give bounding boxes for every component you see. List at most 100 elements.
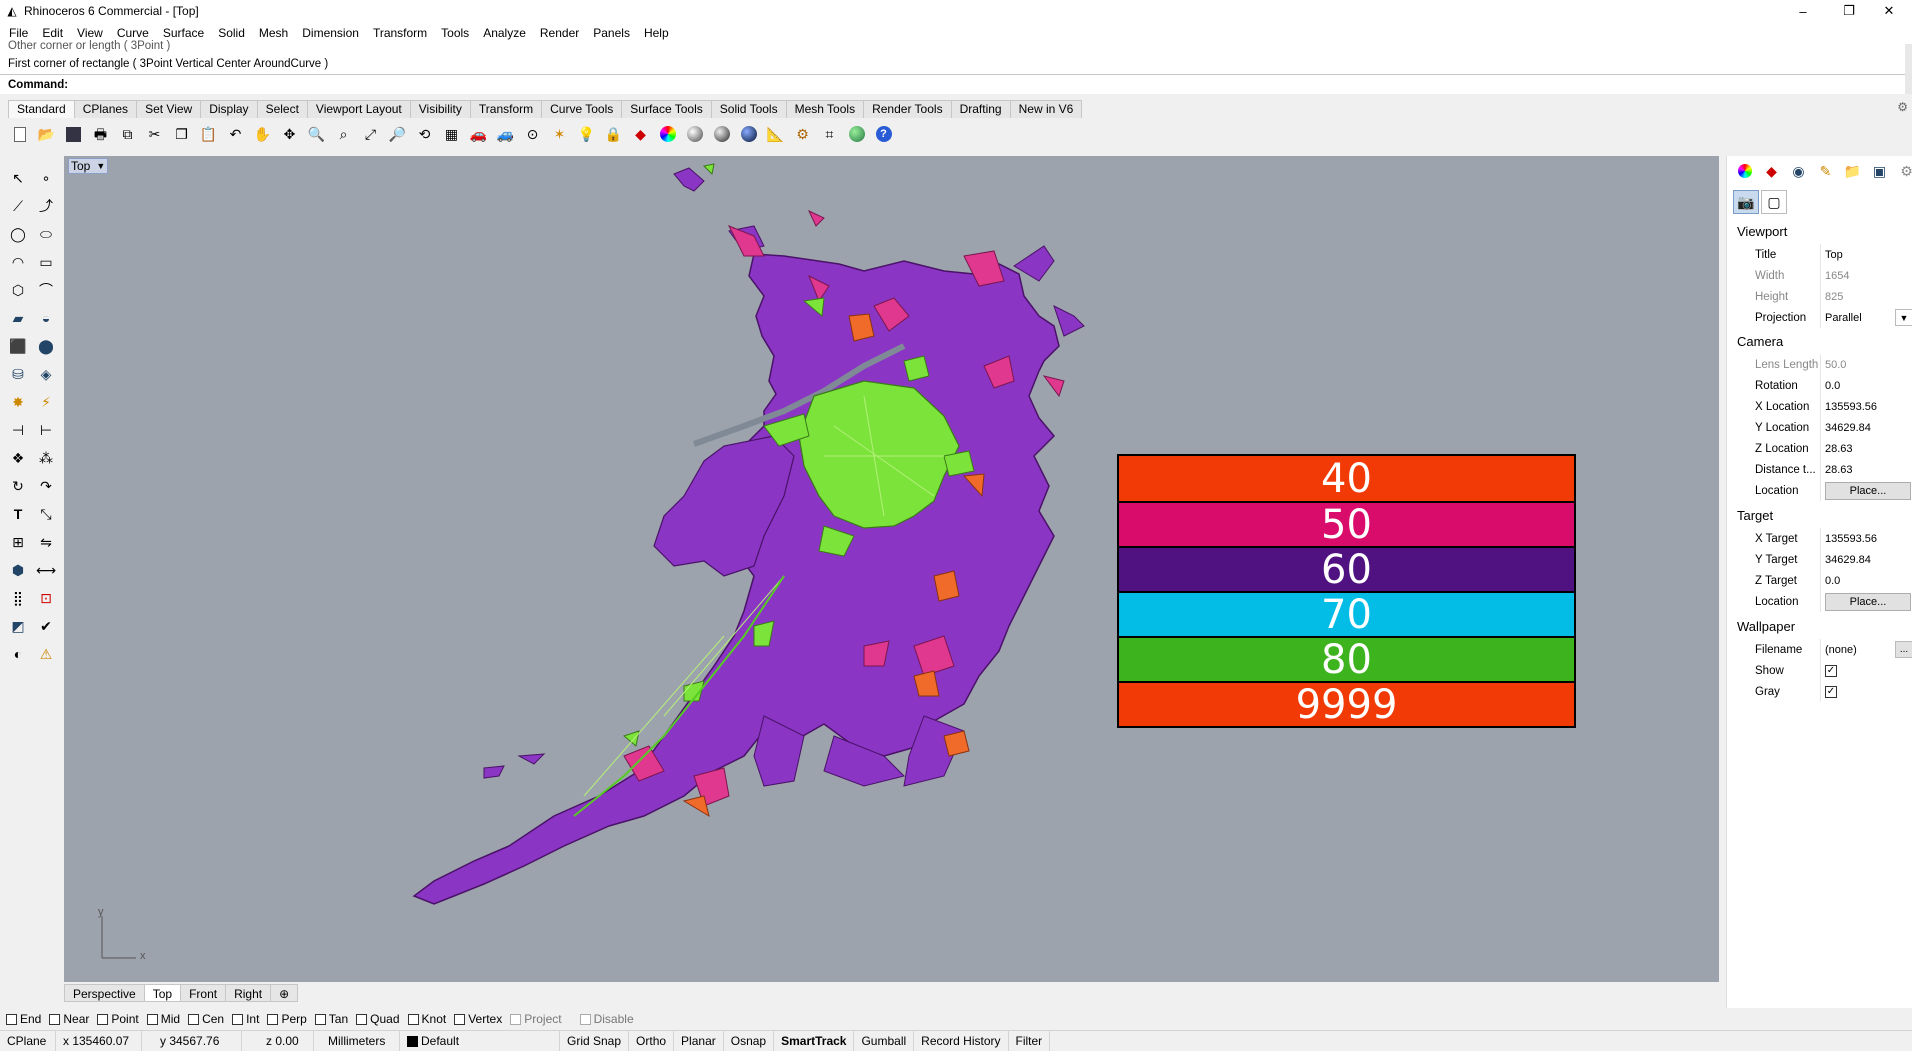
checkbox[interactable] <box>232 1013 244 1025</box>
fillet-icon[interactable]: ⌒ <box>39 282 53 298</box>
menu-transform[interactable]: Transform <box>372 26 428 40</box>
menu-mesh[interactable]: Mesh <box>258 26 289 40</box>
render-icon[interactable]: ◉ <box>1792 163 1805 179</box>
color-wheel-icon[interactable] <box>1731 162 1758 180</box>
show-checkbox[interactable]: ✓ <box>1825 664 1837 677</box>
tab-set-view[interactable]: Set View <box>136 100 202 118</box>
rotate-view-icon[interactable]: ✥ <box>283 126 296 142</box>
snap-icon[interactable]: ✶ <box>553 126 566 142</box>
print-icon[interactable]: 🖶 <box>93 126 108 142</box>
checkbox[interactable] <box>97 1013 109 1025</box>
group-icon[interactable]: ❖ <box>11 450 25 466</box>
y-target-field[interactable]: 34629.84 <box>1820 549 1912 570</box>
osnap-vertex[interactable]: Vertex <box>454 1012 502 1026</box>
grid-array-icon[interactable]: ⣿ <box>12 590 24 606</box>
zoom-extents-icon[interactable]: ⤢ <box>364 126 377 142</box>
explode-icon[interactable]: ✸ <box>12 394 24 410</box>
checkbox[interactable] <box>146 1013 158 1025</box>
gear-icon[interactable]: ⚙ <box>1900 163 1912 179</box>
paste-icon[interactable]: 📋 <box>199 126 218 142</box>
car-outline-icon[interactable]: 🚙 <box>496 126 515 142</box>
polygon-icon[interactable]: ⬡ <box>11 282 25 298</box>
move-icon[interactable]: ↷ <box>40 478 52 494</box>
checkbox[interactable] <box>188 1013 200 1025</box>
gray-checkbox[interactable]: ✓ <box>1825 685 1837 698</box>
mesh-icon[interactable]: ◈ <box>40 366 52 382</box>
boolean-icon[interactable]: ⬤ <box>38 338 54 354</box>
menu-edit[interactable]: Edit <box>42 26 64 40</box>
text-icon[interactable]: T <box>13 506 23 522</box>
menu-solid[interactable]: Solid <box>218 26 245 40</box>
status-units[interactable]: Millimeters <box>314 1030 400 1051</box>
toggle-osnap[interactable]: Osnap <box>724 1030 775 1051</box>
osnap-tan[interactable]: Tan <box>314 1012 348 1026</box>
tab-perspective[interactable]: Perspective <box>64 984 145 1002</box>
rotation-field[interactable]: 0.0 <box>1820 375 1912 396</box>
point-icon[interactable]: ∘ <box>41 170 51 186</box>
analyze-icon[interactable]: ◩ <box>11 618 25 634</box>
material-sphere-icon[interactable] <box>681 121 708 147</box>
surface-icon[interactable]: ▰ <box>12 310 24 326</box>
osnap-perp[interactable]: Perp <box>267 1012 307 1026</box>
tab-right[interactable]: Right <box>225 984 272 1002</box>
layers-icon[interactable]: ◆ <box>1766 163 1777 179</box>
gear-icon[interactable]: ⚙ <box>1897 100 1908 114</box>
toggle-gumball[interactable]: Gumball <box>854 1030 915 1051</box>
close-button[interactable]: ✕ <box>1883 3 1895 18</box>
osnap-mid[interactable]: Mid <box>146 1012 180 1026</box>
block-icon[interactable]: ⊡ <box>40 590 52 606</box>
osnap-int[interactable]: Int <box>232 1012 259 1026</box>
toggle-record-history[interactable]: Record History <box>914 1030 1009 1051</box>
tab-standard[interactable]: Standard <box>8 100 75 118</box>
tab-cplanes[interactable]: CPlanes <box>73 100 138 118</box>
scale-icon[interactable]: ⤡ <box>40 506 52 522</box>
checkbox[interactable] <box>407 1013 419 1025</box>
render-sphere-icon[interactable] <box>735 121 762 147</box>
checkbox[interactable] <box>579 1013 591 1025</box>
chevron-down-icon[interactable]: ▼ <box>1895 309 1912 326</box>
checkbox[interactable] <box>267 1013 279 1025</box>
zoom-icon[interactable]: 🔍 <box>307 126 326 142</box>
polyline-icon[interactable]: ⟋ <box>13 198 23 214</box>
cut-icon[interactable]: ✂ <box>148 126 161 142</box>
tab-front[interactable]: Front <box>180 984 227 1002</box>
x-target-field[interactable]: 135593.56 <box>1820 528 1912 549</box>
tab-display[interactable]: Display <box>200 100 258 118</box>
distance-field[interactable]: 28.63 <box>1820 459 1912 480</box>
checkbox[interactable] <box>314 1013 326 1025</box>
grid-snap-icon[interactable]: ⌗ <box>825 126 834 142</box>
command-input[interactable] <box>72 76 1905 93</box>
help-icon[interactable]: ? <box>870 121 897 147</box>
loft-icon[interactable]: ◒ <box>41 310 51 326</box>
four-viewports-icon[interactable]: ▦ <box>444 126 459 142</box>
color-wheel-icon[interactable] <box>654 121 681 147</box>
toggle-planar[interactable]: Planar <box>674 1030 724 1051</box>
rectangle-icon[interactable]: ▭ <box>39 254 53 270</box>
viewport-title[interactable]: Top ▼ <box>68 158 109 174</box>
circle-icon[interactable]: ◯ <box>10 226 26 242</box>
select-arrow-icon[interactable]: ↖ <box>12 170 24 186</box>
checkbox[interactable] <box>454 1013 466 1025</box>
menu-file[interactable]: File <box>9 26 29 40</box>
menu-render[interactable]: Render <box>539 26 580 40</box>
warning-icon[interactable]: ⚠ <box>39 646 53 662</box>
tab-transform[interactable]: Transform <box>469 100 543 118</box>
zoom-window-icon[interactable]: ⌕ <box>339 126 348 142</box>
brush-icon[interactable]: ✎ <box>1819 163 1832 179</box>
dimension-line-icon[interactable]: ⟷ <box>35 562 57 578</box>
solid-box-icon[interactable]: ⬢ <box>11 562 25 578</box>
tab-render-tools[interactable]: Render Tools <box>863 100 952 118</box>
menu-surface[interactable]: Surface <box>162 26 205 40</box>
title-field[interactable]: Top <box>1820 244 1912 265</box>
layer-icon[interactable]: ◆ <box>635 126 646 142</box>
tab-visibility[interactable]: Visibility <box>409 100 471 118</box>
display-icon[interactable]: ▣ <box>1872 163 1887 179</box>
menu-help[interactable]: Help <box>643 26 669 40</box>
toggle-grid-snap[interactable]: Grid Snap <box>560 1030 630 1051</box>
light-bulb-icon[interactable]: 💡 <box>577 126 596 142</box>
array-icon[interactable]: ⊞ <box>12 534 24 550</box>
checkbox[interactable] <box>356 1013 368 1025</box>
ungroup-icon[interactable]: ⁂ <box>39 450 53 466</box>
osnap-cen[interactable]: Cen <box>188 1012 224 1026</box>
object-icon[interactable]: ▢ <box>1761 190 1787 214</box>
